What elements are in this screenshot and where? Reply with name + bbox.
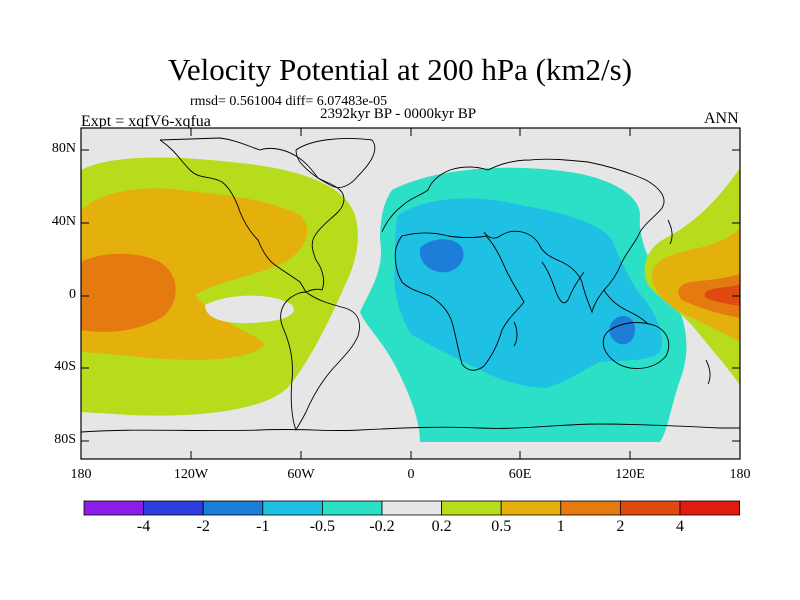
colorbar-label: -0.5 [309,518,336,535]
colorbar-label: 0.2 [431,518,452,535]
coast-madagascar [513,321,518,347]
colorbar-label: 0.5 [491,518,512,535]
coastlines [81,137,740,433]
colorbar-label: -2 [196,518,210,535]
coast-new-zealand [705,359,711,385]
lon-label-120w: 120W [173,467,209,482]
colorbar-label: 4 [676,518,684,535]
page-title: Velocity Potential at 200 hPa (km2/s) [167,52,633,87]
lat-label-40n: 40N [51,214,76,229]
colorbar-box-8 [500,500,562,516]
contour-fill-neg1-neg0.5 [394,198,662,388]
colorbar-box-9 [560,500,621,516]
coast-south-america [280,291,360,432]
contour-fill-1-2 [81,253,176,332]
experiment-line: Expt = xqfV6-xqfua [81,113,211,130]
colorbar-label: -0.2 [369,518,395,535]
coast-europe-asia [381,158,665,314]
coast-japan [667,219,673,245]
contour-fill-2-4 [704,284,740,306]
lon-label-60e: 60E [508,467,532,482]
colorbar-label: -4 [136,518,151,535]
lon-label-180w: 180 [70,467,92,482]
lat-label-40s: 40S [54,359,76,374]
lat-label-80n: 80N [51,141,76,156]
colorbar-box-4 [262,500,323,516]
coast-india [541,261,585,304]
colorbar-box-11 [679,500,740,516]
coast-australia [602,322,670,369]
lat-label-80s: 80S [54,432,76,447]
colorbar-box-1 [83,500,144,516]
coast-africa [394,232,525,371]
colorbar-label: 1 [556,518,565,535]
lon-label-120e: 120E [615,467,645,482]
colorbar-label: 2 [616,518,625,535]
contour-fill-neg2-neg1 [419,239,464,273]
season-label: ANN [704,110,739,127]
colorbar [83,500,740,516]
coast-southeast-asia [603,289,649,325]
colorbar-box-2 [143,500,204,516]
stats-line: rmsd= 0.561004 diff= 6.07483e-05 [190,94,388,109]
colorbar-box-5 [321,500,383,516]
coast-north-america [159,137,345,293]
coast-greenland [295,138,376,188]
colorbar-box-3 [202,500,264,516]
colorbar-label: -1 [256,518,270,535]
lon-label-0: 0 [407,467,415,482]
colorbar-box-6 [381,500,442,516]
colorbar-box-7 [441,500,502,516]
map-field [81,128,740,459]
colorbar-box-10 [620,500,681,516]
coast-antarctica [81,423,740,433]
lon-label-60w: 60W [287,467,315,482]
axis-ticks [81,128,740,459]
lon-label-180e: 180 [729,467,751,482]
period-line: 2392kyr BP - 0000kyr BP [320,106,477,122]
neutral-patch [205,295,294,324]
lat-label-0: 0 [69,287,76,302]
